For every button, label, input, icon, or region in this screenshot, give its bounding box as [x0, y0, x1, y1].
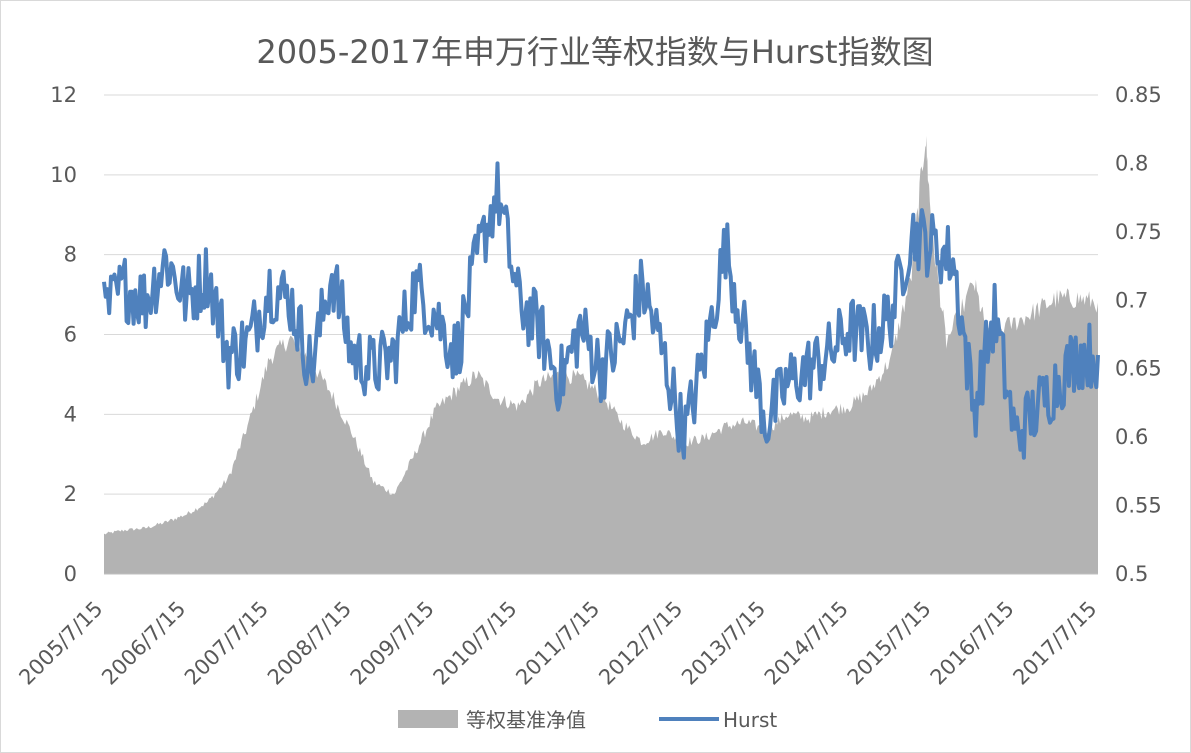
y-right-tick-label: 0.8	[1115, 151, 1148, 175]
y-right-tick-label: 0.75	[1115, 220, 1162, 244]
y-left-tick-label: 2	[64, 482, 77, 506]
legend-swatch-area	[398, 710, 458, 728]
y-right-tick-label: 0.7	[1115, 288, 1148, 312]
x-tick-label: 2015/7/15	[843, 597, 936, 690]
x-tick-label: 2009/7/15	[346, 597, 439, 690]
y-left-tick-label: 4	[64, 402, 77, 426]
x-tick-label: 2007/7/15	[180, 597, 273, 690]
x-tick-label: 2010/7/15	[429, 597, 522, 690]
line-series-hurst	[102, 161, 1100, 460]
legend-label: 等权基准净值	[466, 708, 586, 732]
y-left-tick-label: 8	[64, 243, 77, 267]
y-right-tick-label: 0.5	[1115, 562, 1148, 586]
x-tick-label: 2012/7/15	[594, 597, 687, 690]
y-left-tick-label: 6	[64, 323, 77, 347]
y-right-tick-label: 0.65	[1115, 357, 1162, 381]
line-series-layer	[102, 161, 1100, 460]
y-right-tick-label: 0.85	[1115, 83, 1162, 107]
x-tick-label: 2013/7/15	[677, 597, 770, 690]
legend-label: Hurst	[723, 708, 777, 732]
area-series-equal-weight-nav	[104, 135, 1098, 574]
x-tick-label: 2006/7/15	[97, 597, 190, 690]
y-left-tick-label: 10	[50, 163, 77, 187]
x-tick-label: 2014/7/15	[760, 597, 853, 690]
x-tick-label: 2017/7/15	[1008, 597, 1101, 690]
y-left-tick-label: 12	[50, 83, 77, 107]
x-tick-label: 2016/7/15	[926, 597, 1019, 690]
y-left-tick-label: 0	[64, 562, 77, 586]
y-right-tick-label: 0.55	[1115, 494, 1162, 518]
x-tick-label: 2008/7/15	[263, 597, 356, 690]
area-series-layer	[104, 135, 1098, 574]
chart-title: 2005-2017年申万行业等权指数与Hurst指数图	[256, 33, 933, 71]
x-tick-label: 2011/7/15	[511, 597, 604, 690]
legend: 等权基准净值 Hurst	[398, 708, 777, 732]
x-tick-label: 2005/7/15	[14, 597, 107, 690]
y-right-tick-label: 0.6	[1115, 425, 1148, 449]
